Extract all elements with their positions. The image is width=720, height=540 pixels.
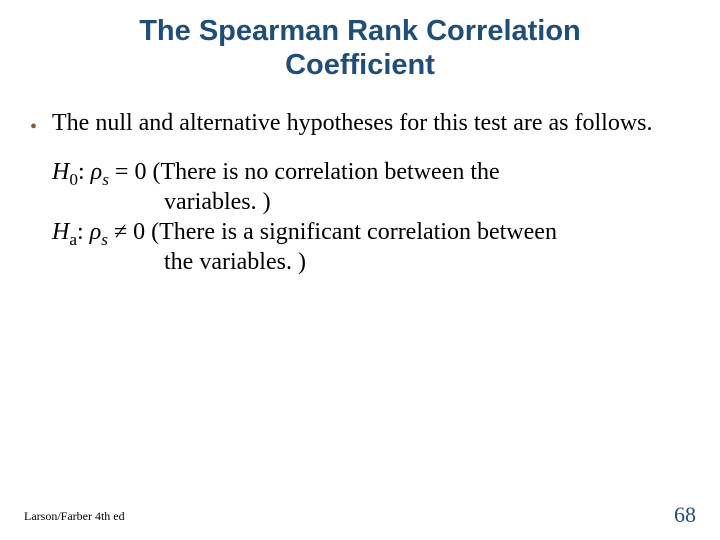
ha-rho: ρ [90,219,102,245]
bullet-marker: • [30,110,52,139]
h0-rho-sub: s [102,170,109,189]
null-hypothesis: H0: ρs = 0 (There is no correlation betw… [52,157,680,187]
alt-hypothesis-cont: the variables. ) [52,247,680,277]
slide-title: The Spearman Rank Correlation Coefficien… [0,0,720,82]
ha-rho-sub: s [101,230,108,249]
slide: The Spearman Rank Correlation Coefficien… [0,0,720,540]
title-line-1: The Spearman Rank Correlation [139,15,581,47]
ha-rel: ≠ 0 [108,219,151,245]
null-hypothesis-cont: variables. ) [52,187,680,217]
hypotheses-block: H0: ρs = 0 (There is no correlation betw… [0,157,720,277]
page-number: 68 [674,502,696,528]
h0-H: H [52,159,69,185]
ha-desc-1: (There is a significant correlation betw… [151,219,557,245]
h0-rel: = 0 [109,159,153,185]
ha-colon: : [77,219,90,245]
bullet-item: • The null and alternative hypotheses fo… [30,110,680,139]
footer-citation: Larson/Farber 4th ed [24,509,125,524]
ha-sub: a [69,230,77,249]
h0-colon: : [78,159,91,185]
title-line-2: Coefficient [285,49,435,81]
intro-text: The null and alternative hypotheses for … [52,110,680,137]
content-area: • The null and alternative hypotheses fo… [0,110,720,139]
h0-desc-2: variables. ) [164,189,271,215]
h0-sub: 0 [69,170,78,189]
alt-hypothesis: Ha: ρs ≠ 0 (There is a significant corre… [52,217,680,247]
ha-H: H [52,219,69,245]
h0-desc-1: (There is no correlation between the [152,159,499,185]
h0-rho: ρ [91,159,103,185]
ha-desc-2: the variables. ) [164,249,306,275]
